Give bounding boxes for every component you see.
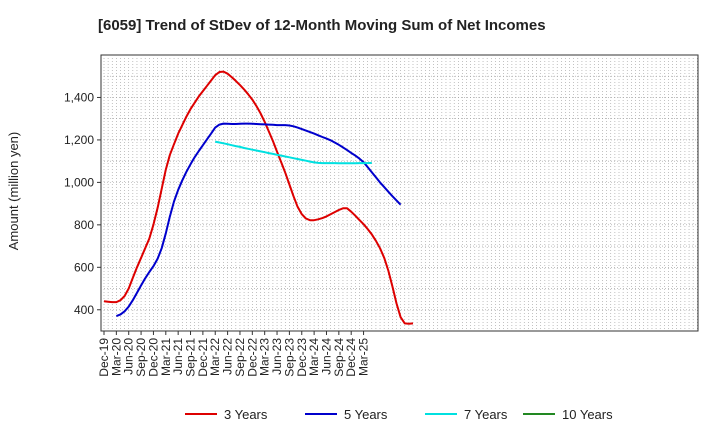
x-tick-label: Sep-23 [282,338,296,377]
x-tick-labels: Dec-19Mar-20Jun-20Sep-20Dec-20Mar-21Jun-… [97,331,371,377]
x-tick-label: Mar-23 [258,338,272,376]
legend: 3 Years 5 Years 7 Years 10 Years [185,407,613,422]
series-line-3-years [103,70,414,325]
x-tick-label: Sep-24 [332,338,346,377]
x-tick-label: Jun-20 [122,338,136,375]
y-tick-label: 600 [74,260,94,274]
y-tick-label: 1,000 [64,175,94,189]
series-line-5-years [116,122,402,318]
x-tick-label: Jun-23 [270,338,284,375]
x-tick-label: Jun-21 [171,338,185,375]
y-tick-label: 800 [74,218,94,232]
chart-title: [6059] Trend of StDev of 12-Month Moving… [98,17,546,34]
x-tick-label: Dec-22 [245,338,259,377]
x-tick-label: Mar-24 [307,338,321,376]
series-line-7-years [214,140,372,165]
x-tick-label: Dec-24 [344,338,358,377]
x-tick-label: Dec-21 [196,338,210,377]
y-axis-label: Amount (million yen) [6,132,21,251]
y-tick-label: 400 [74,303,94,317]
y-tick-label: 1,400 [64,90,94,104]
legend-label: 3 Years [224,407,268,422]
x-tick-label: Mar-21 [159,338,173,376]
x-tick-label: Sep-21 [184,338,198,377]
x-tick-label: Jun-24 [319,338,333,375]
x-tick-label: Sep-22 [233,338,247,377]
legend-label: 5 Years [344,407,388,422]
legend-label: 10 Years [562,407,613,422]
x-tick-label: Dec-19 [97,338,111,377]
x-tick-label: Mar-22 [208,338,222,376]
x-tick-label: Dec-20 [146,338,160,377]
x-tick-label: Sep-20 [134,338,148,377]
x-tick-label: Dec-23 [295,338,309,377]
y-tick-labels: 400 600 800 1,000 1,200 1,400 [64,90,101,317]
series-lines [103,70,414,325]
legend-label: 7 Years [464,407,508,422]
x-tick-label: Jun-22 [221,338,235,375]
y-tick-label: 1,200 [64,133,94,147]
x-tick-label: Mar-25 [357,338,371,376]
grid [101,55,698,331]
x-tick-label: Mar-20 [109,338,123,376]
